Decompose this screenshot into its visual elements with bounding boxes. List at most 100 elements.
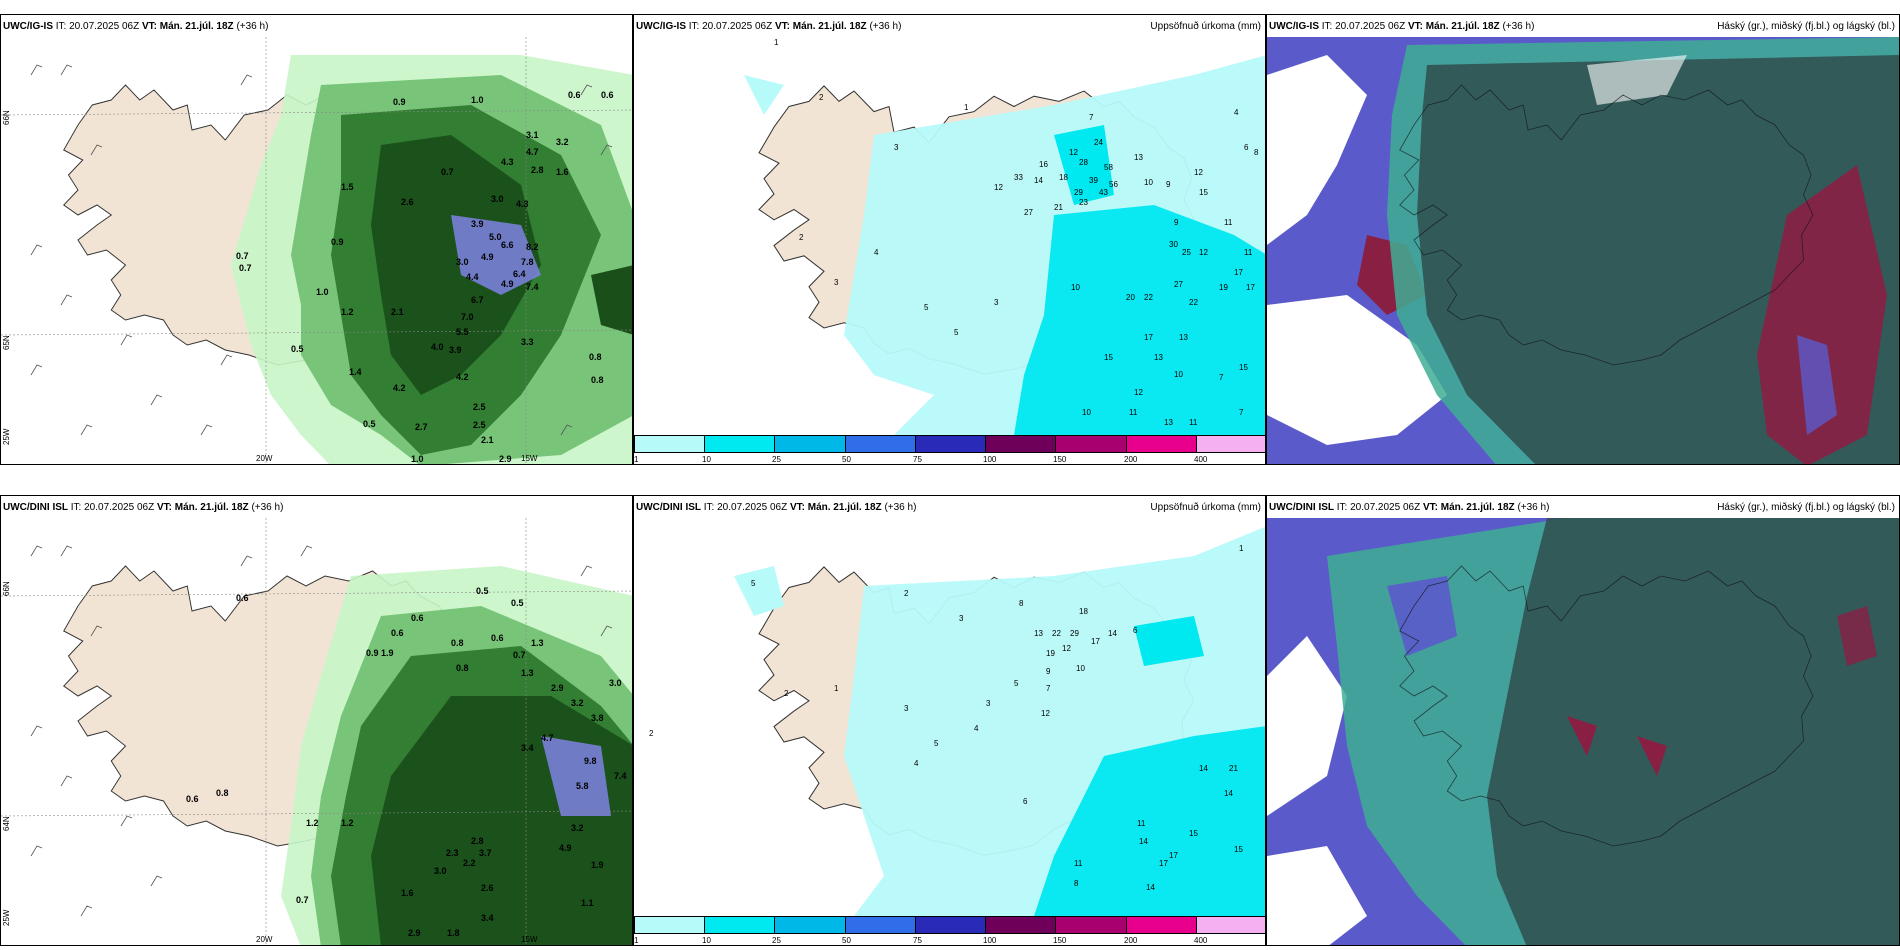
panel-header: UWC/IG-IS IT: 20.07.2025 06Z VT: Mán. 21…	[1269, 21, 1534, 33]
colorbar-tick: 150	[1053, 936, 1067, 945]
wind-value: 2.8	[471, 836, 484, 846]
precip-value: 21	[1229, 764, 1238, 773]
lon-label: 20W	[256, 454, 273, 463]
precip-value: 27	[1174, 280, 1183, 289]
wind-value: 1.2	[341, 307, 354, 317]
cloud-map	[1267, 37, 1899, 464]
precip-value: 1	[774, 38, 779, 47]
precip-value: 58	[1104, 163, 1113, 172]
wind-value: 3.2	[571, 698, 584, 708]
precip-value: 6	[1244, 143, 1249, 152]
panel-header: UWC/DINI ISL IT: 20.07.2025 06Z VT: Mán.…	[636, 502, 916, 514]
wind-value: 3.0	[609, 678, 622, 688]
precip-value: 12	[1069, 148, 1078, 157]
wind-value: 8.2	[526, 242, 539, 252]
colorbar-segment	[986, 917, 1057, 933]
precip-value: 12	[1194, 168, 1203, 177]
lead-time: (+36 h)	[884, 502, 917, 513]
wind-value: 1.2	[306, 818, 319, 828]
lead-time: (+36 h)	[1517, 502, 1550, 513]
precip-value: 22	[1189, 298, 1198, 307]
colorbar-segment	[845, 917, 916, 933]
colorbar-segment	[635, 917, 706, 933]
wind-value: 0.7	[513, 650, 526, 660]
wind-value: 0.7	[239, 263, 252, 273]
wind-values: 0.5 0.6 0.5 0.6 0.8 0.6 0.9 1.9 0.8 1.3 …	[186, 586, 627, 938]
wind-value: 0.6	[601, 90, 614, 100]
valid-time: VT: Mán. 21.júl. 18Z	[774, 21, 867, 32]
wind-value: 4.7	[541, 733, 554, 743]
wind-value: 3.8	[591, 713, 604, 723]
precip-value: 15	[1104, 353, 1113, 362]
wind-value: 3.3	[521, 337, 534, 347]
precip-value: 11	[1137, 819, 1146, 828]
precip-value: 12	[1134, 388, 1143, 397]
precip-value: 5	[924, 303, 929, 312]
precip-value: 1	[964, 103, 969, 112]
precip-values: 1 2 1 3 7 4 6 8 24 12 16 28 58 13 33 14 …	[774, 38, 1259, 427]
panel-header: UWC/DINI ISL IT: 20.07.2025 06Z VT: Mán.…	[3, 502, 283, 514]
panel-dini-wind: UWC/DINI ISL IT: 20.07.2025 06Z VT: Mán.…	[0, 495, 633, 946]
colorbar-tick: 400	[1194, 936, 1208, 945]
colorbar-tick: 50	[842, 936, 851, 945]
lon-label: 20W	[256, 935, 273, 944]
panel-header: UWC/DINI ISL IT: 20.07.2025 06Z VT: Mán.…	[1269, 502, 1549, 514]
precip-value: 17	[1246, 283, 1255, 292]
model-name: UWC/IG-IS	[636, 21, 686, 32]
precip-value: 2	[904, 589, 909, 598]
colorbar-tick: 100	[983, 455, 997, 464]
wind-value: 4.3	[501, 157, 514, 167]
colorbar-segment	[986, 436, 1057, 452]
precip-value: 15	[1189, 829, 1198, 838]
precip-value: 7	[1046, 684, 1051, 693]
lat-label: 66N	[2, 581, 11, 596]
lat-label: 66N	[2, 110, 11, 125]
colorbar-segment	[1196, 436, 1265, 452]
wind-value: 2.5	[473, 402, 486, 412]
precip-value: 3	[959, 614, 964, 623]
wind-value: 0.9	[331, 237, 344, 247]
wind-value: 7.0	[461, 312, 474, 322]
panel-dini-precip: UWC/DINI ISL IT: 20.07.2025 06Z VT: Mán.…	[633, 495, 1266, 946]
wind-value: 0.6	[236, 593, 249, 603]
precip-value: 17	[1169, 851, 1178, 860]
precip-value: 12	[1199, 248, 1208, 257]
wind-value: 0.5	[511, 598, 524, 608]
precip-value: 30	[1169, 240, 1178, 249]
lon-label: 15W	[521, 454, 538, 463]
lat-label: 64N	[2, 816, 11, 831]
wind-value: 6.6	[501, 240, 514, 250]
wind-value: 0.8	[589, 352, 602, 362]
wind-value: 1.6	[401, 888, 414, 898]
precip-value: 6	[1023, 797, 1028, 806]
precip-value: 8	[1074, 879, 1079, 888]
init-time: IT: 20.07.2025 06Z	[703, 502, 788, 513]
wind-value: 0.8	[451, 638, 464, 648]
lead-time: (+36 h)	[869, 21, 902, 32]
colorbar-ticks: 1 10 25 50 75 100 150 200 400	[634, 455, 1265, 464]
precip-value: 11	[1129, 408, 1138, 417]
precip-value: 4	[1234, 108, 1239, 117]
precip-value: 17	[1091, 637, 1100, 646]
precip-value: 14	[1139, 837, 1148, 846]
wind-value: 5.0	[489, 232, 502, 242]
precip-value: 3	[994, 298, 999, 307]
model-name: UWC/IG-IS	[1269, 21, 1319, 32]
precip-value: 5	[954, 328, 959, 337]
precip-value: 15	[1234, 845, 1243, 854]
panel-title-right: Uppsöfnuð úrkoma (mm)	[1150, 502, 1261, 513]
lead-time: (+36 h)	[236, 21, 269, 32]
colorbar-tick: 75	[913, 455, 922, 464]
wind-value: 2.7	[415, 422, 428, 432]
colorbar-tick: 200	[1124, 936, 1138, 945]
wind-value: 1.0	[316, 287, 329, 297]
wind-value: 3.2	[571, 823, 584, 833]
colorbar-tick: 50	[842, 455, 851, 464]
precip-value: 21	[1054, 203, 1063, 212]
precip-value: 7	[1239, 408, 1244, 417]
colorbar-tick: 100	[983, 936, 997, 945]
precip-value: 2	[799, 233, 804, 242]
precip-value: 13	[1154, 353, 1163, 362]
panel-header: UWC/IG-IS IT: 20.07.2025 06Z VT: Mán. 21…	[636, 21, 901, 33]
colorbar-tick: 75	[913, 936, 922, 945]
